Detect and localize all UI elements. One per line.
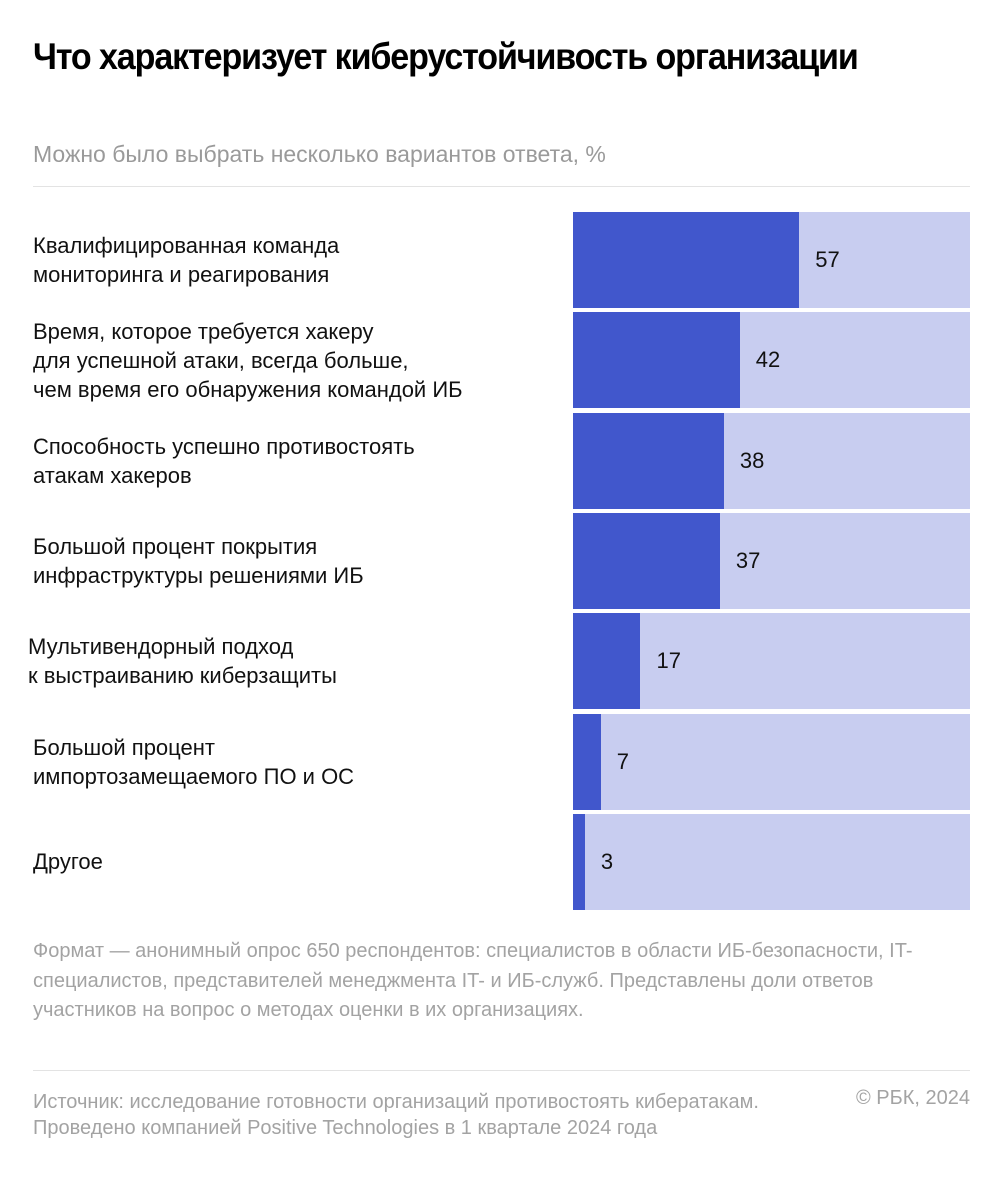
category-label: Квалифицированная команда мониторинга и р… (33, 212, 563, 308)
category-label-line: инфраструктуры решениями ИБ (33, 562, 364, 588)
category-label-line: Большой процент покрытия (33, 533, 318, 559)
category-label-line: Квалифицированная команда (33, 233, 340, 258)
bar (573, 412, 724, 509)
value-label: 3 (600, 848, 614, 874)
bar-track: 37 (573, 512, 970, 609)
category-label: Другое (33, 814, 563, 910)
category-label: Большой процент покрытия инфраструктуры р… (33, 513, 563, 609)
chart-title: Что характеризует киберустойчивость орга… (33, 36, 859, 77)
value-label: 42 (755, 347, 781, 373)
bar (573, 613, 641, 710)
category-label: Большой процент импортозамещаемого ПО и О… (33, 714, 563, 810)
category-label-line: мониторинга и реагирования (33, 262, 330, 287)
bar-track: 42 (573, 312, 970, 409)
bar (573, 512, 720, 609)
category-label: Мультивендорный подход к выстраиванию киб… (28, 613, 558, 709)
bar-track: 3 (573, 813, 970, 910)
value-label: 38 (739, 447, 765, 473)
bar (573, 713, 601, 810)
value-label: 17 (656, 648, 681, 674)
top-divider (33, 186, 970, 187)
category-label-line: импортозамещаемого ПО и ОС (33, 763, 355, 789)
category-label-line: атакам хакеров (33, 462, 192, 488)
chart-subtitle: Можно было выбрать несколько вариантов о… (33, 141, 606, 167)
copyright: © РБК, 2024 (855, 1087, 970, 1109)
category-label-line: к выстраиванию киберзащиты (28, 663, 337, 689)
source-note: Источник: исследование готовности органи… (33, 1091, 759, 1139)
category-label-line: Мультивендорный подход (28, 634, 294, 660)
category-label-line: Другое (33, 849, 103, 875)
category-label: Способность успешно противостоять атакам … (33, 413, 563, 509)
bar (573, 813, 585, 910)
bottom-divider (33, 1070, 970, 1071)
category-label-line: Способность успешно противостоять (33, 433, 415, 459)
category-label-line: Большой процент (33, 734, 215, 760)
bar-track: 7 (573, 713, 970, 810)
value-label: 37 (735, 547, 761, 573)
bar (573, 212, 800, 308)
category-label-line: чем время его обнаружения командой ИБ (33, 376, 463, 402)
value-label: 57 (815, 247, 840, 272)
value-label: 7 (616, 748, 630, 774)
bar-track: 57 (573, 212, 970, 308)
bar-track: 38 (573, 412, 970, 509)
bar-track: 17 (573, 613, 970, 710)
category-label-line: для успешной атаки, всегда больше, (33, 347, 409, 373)
category-label: Время, которое требуется хакеру для успеш… (33, 312, 563, 408)
bar (573, 312, 740, 409)
methodology-note: Формат — анонимный опрос 650 респонденто… (33, 940, 913, 1021)
category-label-line: Время, которое требуется хакеру (33, 318, 374, 344)
